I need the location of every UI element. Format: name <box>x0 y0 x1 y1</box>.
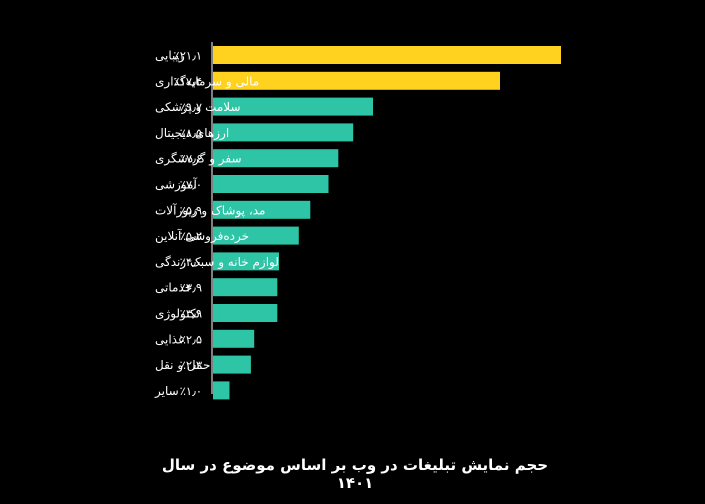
chart-title: حجم نمایش تبلیغات در وب بر اساس موضوع در… <box>161 456 549 492</box>
bar <box>213 123 354 142</box>
bar <box>213 304 278 322</box>
category-label: حمل و نقل <box>155 358 210 373</box>
value-label: ٪۱۷٫۴ <box>174 74 202 88</box>
category-label: آموزشی <box>155 177 197 193</box>
category-label: لوازم خانه و سبک زندگی <box>155 255 279 270</box>
bar <box>213 149 339 168</box>
value-label: ٪۵٫۲ <box>180 229 202 243</box>
bar <box>213 329 255 348</box>
value-label: ٪۷٫۰ <box>180 178 202 192</box>
value-label: ٪۵٫۹ <box>180 203 202 217</box>
value-label: ٪۹٫۷ <box>180 100 202 114</box>
bar <box>213 71 500 90</box>
category-label: ارزهای دیجیتال <box>155 126 229 141</box>
value-label: ٪۳٫۹ <box>180 307 202 321</box>
category-label: خرده‌فروشی آنلاین <box>155 228 249 244</box>
bar <box>213 46 561 64</box>
category-label: سفر و گردشگری <box>155 152 242 167</box>
value-label: ٪۲٫۳ <box>180 358 202 372</box>
value-label: ٪۲٫۵ <box>180 332 202 346</box>
bar <box>213 381 230 400</box>
value-label: ٪۸٫۵ <box>180 126 202 140</box>
value-label: ٪۷٫۶ <box>180 152 202 166</box>
category-label: سایر <box>154 384 179 399</box>
value-label: ٪۳٫۹ <box>180 281 202 295</box>
category-label: مالی و سرمایه‌گذاری <box>155 74 259 89</box>
category-label: زیبایی <box>155 49 185 64</box>
bar <box>213 252 279 271</box>
bar <box>213 200 311 219</box>
bar <box>213 278 278 297</box>
category-label: تکنولوژی <box>155 307 200 322</box>
value-label: ٪۲۱٫۱ <box>174 49 202 63</box>
value-label: ٪۱٫۰ <box>180 384 202 398</box>
bar <box>213 226 299 245</box>
bar <box>213 175 329 193</box>
category-label: سلامت و پزشکی <box>155 100 241 115</box>
bar <box>213 97 373 116</box>
category-label: خدماتی <box>155 281 192 295</box>
value-label: ٪۴٫۰ <box>180 255 202 269</box>
category-label: مد، پوشاک و زیورآلات <box>155 202 265 218</box>
bar <box>213 355 251 374</box>
category-label: غذایی <box>155 332 184 346</box>
